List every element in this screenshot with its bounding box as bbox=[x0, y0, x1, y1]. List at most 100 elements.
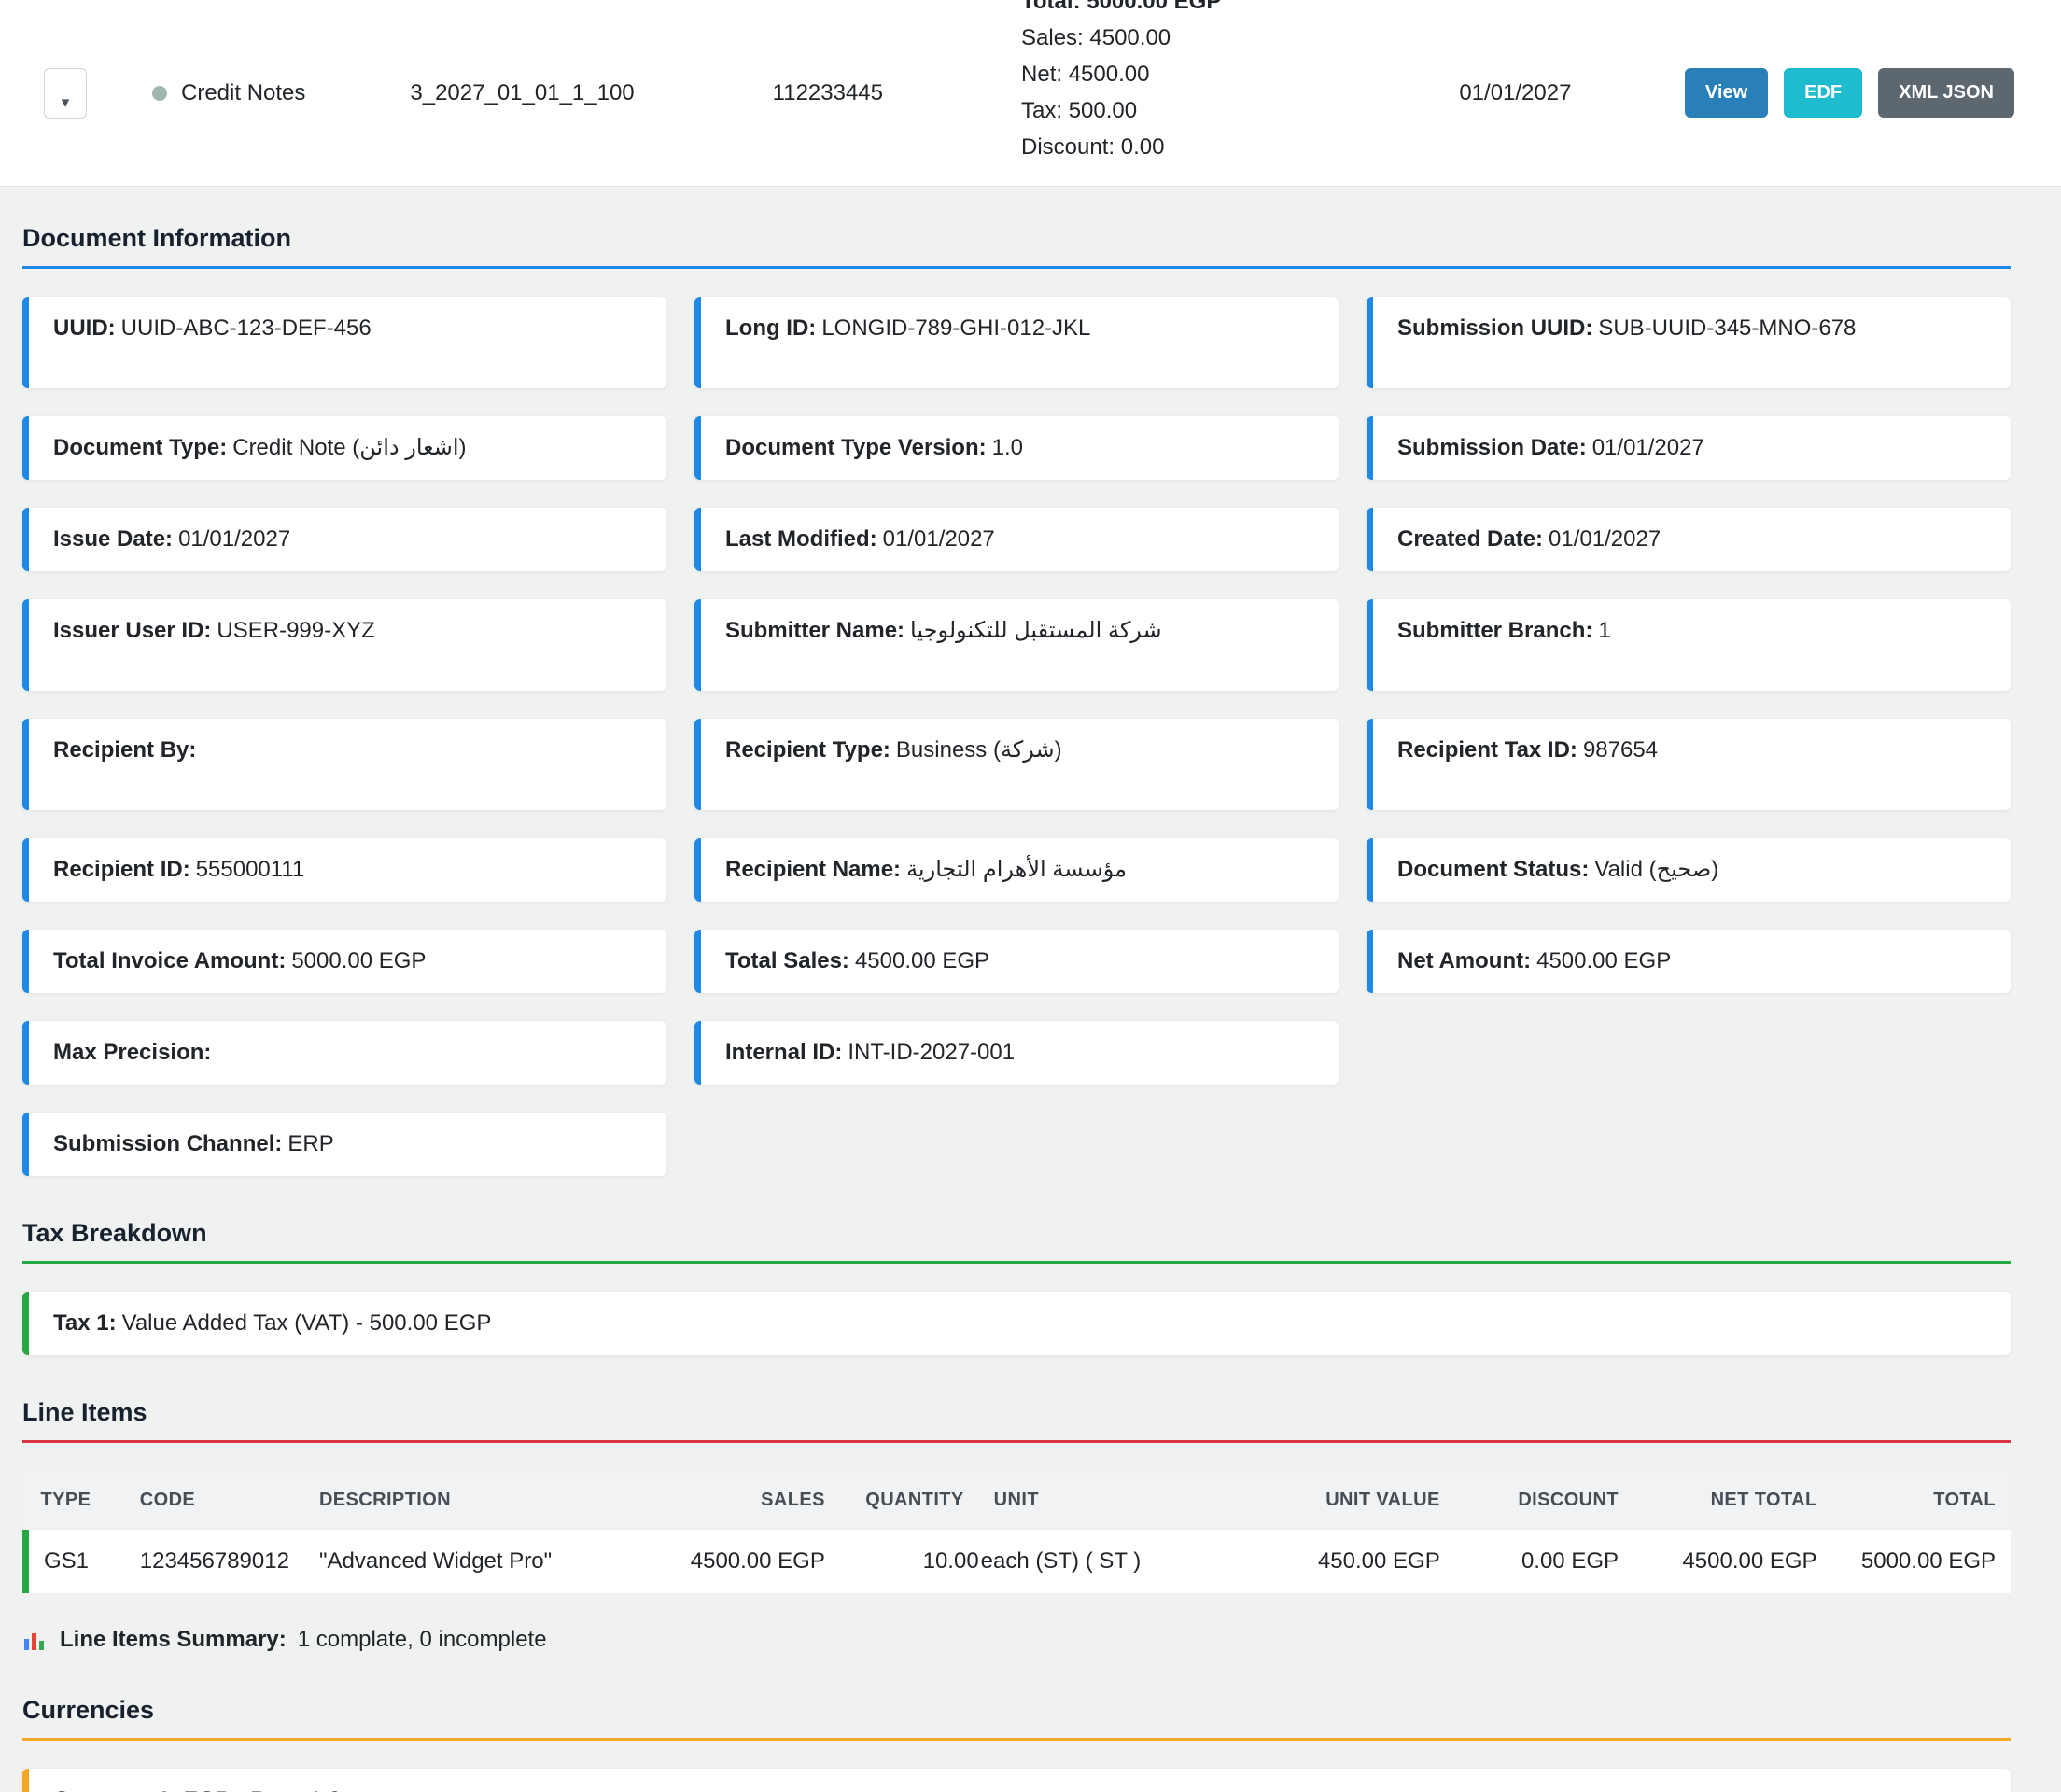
field-value: 01/01/2027 bbox=[1549, 526, 1661, 552]
field-label: Document Type Version: bbox=[725, 435, 987, 460]
field-label: Currency 1: bbox=[53, 1787, 177, 1792]
card-submission-uuid: Submission UUID: SUB-UUID-345-MNO-678 bbox=[1367, 297, 2011, 388]
card-last-modified: Last Modified: 01/01/2027 bbox=[694, 508, 1339, 571]
cell-total: 5000.00 EGP bbox=[1831, 1530, 2011, 1593]
field-value: USER-999-XYZ bbox=[217, 618, 375, 643]
card-submitter-name: Submitter Name: شركة المستقبل للتكنولوجيا bbox=[694, 599, 1339, 691]
totals-summary: Total: 5000.00 EGP Sales: 4500.00 Net: 4… bbox=[1021, 0, 1221, 165]
card-recipient-type: Recipient Type: Business (شركة) bbox=[694, 719, 1339, 810]
caret-down-icon: ▾ bbox=[61, 92, 70, 111]
document-header-row: ▾ Credit Notes 3_2027_01_01_1_100 112233… bbox=[0, 0, 2061, 187]
total-amount: Total: 5000.00 EGP bbox=[1021, 0, 1222, 14]
field-value: 01/01/2027 bbox=[178, 526, 291, 552]
col-quantity: QUANTITY bbox=[839, 1471, 979, 1530]
table-header-row: TYPE CODE DESCRIPTION SALES QUANTITY UNI… bbox=[25, 1471, 2011, 1530]
field-label: Max Precision: bbox=[53, 1040, 212, 1065]
section-divider bbox=[22, 266, 2011, 269]
line-items-table: TYPE CODE DESCRIPTION SALES QUANTITY UNI… bbox=[21, 1471, 2011, 1593]
field-value: 01/01/2027 bbox=[882, 526, 995, 552]
status-dot bbox=[152, 85, 167, 101]
section-tax-breakdown: Tax Breakdown Tax 1: Value Added Tax (VAT… bbox=[22, 1219, 2011, 1355]
internal-code: 3_2027_01_01_1_100 bbox=[410, 79, 635, 105]
field-value: SUB-UUID-345-MNO-678 bbox=[1598, 315, 1857, 341]
field-value: مؤسسة الأهرام التجارية bbox=[906, 857, 1127, 882]
card-uuid: UUID: UUID-ABC-123-DEF-456 bbox=[22, 297, 666, 388]
edf-button[interactable]: EDF bbox=[1784, 68, 1863, 118]
field-value: EGP - Rate: 1.0 bbox=[183, 1787, 341, 1792]
field-label: Recipient By: bbox=[53, 737, 197, 763]
field-value: 5000.00 EGP bbox=[291, 948, 427, 973]
document-type-label: Credit Notes bbox=[181, 79, 306, 105]
field-label: Submitter Name: bbox=[725, 618, 905, 643]
field-label: Recipient Name: bbox=[725, 857, 902, 882]
document-date: 01/01/2027 bbox=[1459, 79, 1572, 105]
card-recipient-by: Recipient By: bbox=[22, 719, 666, 810]
section-line-items: Line Items TYPE CODE DESCRIPTION SALES Q… bbox=[21, 1398, 2011, 1653]
card-submitter-branch: Submitter Branch: 1 bbox=[1367, 599, 2011, 691]
field-label: Issue Date: bbox=[53, 526, 174, 552]
bar-chart-icon bbox=[24, 1633, 44, 1650]
field-value: LONGID-789-GHI-012-JKL bbox=[821, 315, 1091, 341]
card-net-amount: Net Amount: 4500.00 EGP bbox=[1367, 930, 2011, 993]
cell-discount: 0.00 EGP bbox=[1454, 1530, 1633, 1593]
view-button[interactable]: View bbox=[1684, 68, 1769, 118]
col-description: DESCRIPTION bbox=[303, 1471, 623, 1530]
col-sales: SALES bbox=[622, 1471, 840, 1530]
field-label: Document Status: bbox=[1397, 857, 1590, 882]
card-submission-channel: Submission Channel: ERP bbox=[22, 1113, 666, 1176]
card-issuer-user-id: Issuer User ID: USER-999-XYZ bbox=[22, 599, 666, 691]
cell-unit: each (ST) ( ST ) bbox=[978, 1530, 1217, 1593]
field-label: Total Sales: bbox=[725, 948, 849, 973]
document-type-indicator: Credit Notes bbox=[152, 80, 305, 106]
col-type: TYPE bbox=[25, 1471, 125, 1530]
col-code: CODE bbox=[124, 1471, 304, 1530]
field-value: 1 bbox=[1598, 618, 1611, 643]
section-title: Tax Breakdown bbox=[22, 1219, 207, 1247]
field-value: 1.0 bbox=[991, 435, 1023, 460]
xml-json-button[interactable]: XML JSON bbox=[1878, 68, 2014, 118]
cell-quantity: 10.00 bbox=[839, 1530, 979, 1593]
section-title: Line Items bbox=[22, 1398, 147, 1426]
card-document-type: Document Type: Credit Note (اشعار دائن) bbox=[22, 416, 666, 480]
field-value: 4500.00 EGP bbox=[1536, 948, 1672, 973]
card-recipient-id: Recipient ID: 555000111 bbox=[22, 838, 666, 902]
col-unit-value: UNIT VALUE bbox=[1216, 1471, 1455, 1530]
cell-sales: 4500.00 EGP bbox=[622, 1530, 840, 1593]
card-created-date: Created Date: 01/01/2027 bbox=[1367, 508, 2011, 571]
card-document-type-version: Document Type Version: 1.0 bbox=[694, 416, 1339, 480]
field-value: شركة المستقبل للتكنولوجيا bbox=[910, 618, 1162, 643]
field-value: 555000111 bbox=[195, 857, 305, 882]
card-total-sales: Total Sales: 4500.00 EGP bbox=[694, 930, 1339, 993]
card-recipient-name: Recipient Name: مؤسسة الأهرام التجارية bbox=[694, 838, 1339, 902]
field-value: INT-ID-2027-001 bbox=[848, 1040, 1016, 1065]
tax-amount: Tax: 500.00 bbox=[1021, 98, 1138, 123]
discount-amount: Discount: 0.00 bbox=[1021, 134, 1165, 160]
summary-label: Line Items Summary: bbox=[60, 1627, 287, 1652]
field-label: Long ID: bbox=[725, 315, 817, 341]
field-label: UUID: bbox=[53, 315, 116, 341]
field-label: Submission Channel: bbox=[53, 1131, 283, 1156]
card-submission-date: Submission Date: 01/01/2027 bbox=[1367, 416, 2011, 480]
field-value: UUID-ABC-123-DEF-456 bbox=[120, 315, 372, 341]
section-currencies: Currencies Currency 1: EGP - Rate: 1.0 bbox=[22, 1696, 2011, 1792]
card-max-precision: Max Precision: bbox=[22, 1021, 666, 1085]
field-value: Valid (صحيح) bbox=[1594, 857, 1719, 882]
line-items-summary: Line Items Summary: 1 complate, 0 incomp… bbox=[22, 1627, 2011, 1653]
card-internal-id: Internal ID: INT-ID-2027-001 bbox=[694, 1021, 1339, 1085]
field-value: Value Added Tax (VAT) - 500.00 EGP bbox=[121, 1310, 492, 1336]
document-details: Document Information UUID: UUID-ABC-123-D… bbox=[0, 187, 2061, 1792]
card-long-id: Long ID: LONGID-789-GHI-012-JKL bbox=[694, 297, 1339, 388]
col-discount: DISCOUNT bbox=[1454, 1471, 1633, 1530]
field-label: Last Modified: bbox=[725, 526, 877, 552]
row-dropdown-button[interactable]: ▾ bbox=[44, 67, 87, 119]
card-document-status: Document Status: Valid (صحيح) bbox=[1367, 838, 2011, 902]
field-value: 01/01/2027 bbox=[1591, 435, 1704, 460]
field-label: Created Date: bbox=[1397, 526, 1544, 552]
field-label: Submitter Branch: bbox=[1397, 618, 1593, 643]
header-actions: View EDF XML JSON bbox=[1684, 68, 2014, 118]
sales-amount: Sales: 4500.00 bbox=[1021, 25, 1171, 50]
field-label: Internal ID: bbox=[725, 1040, 843, 1065]
document-info-grid: UUID: UUID-ABC-123-DEF-456 Long ID: LONGID… bbox=[22, 297, 2011, 1176]
section-document-information: Document Information UUID: UUID-ABC-123-D… bbox=[22, 224, 2011, 1176]
cell-code: 123456789012 bbox=[124, 1530, 304, 1593]
